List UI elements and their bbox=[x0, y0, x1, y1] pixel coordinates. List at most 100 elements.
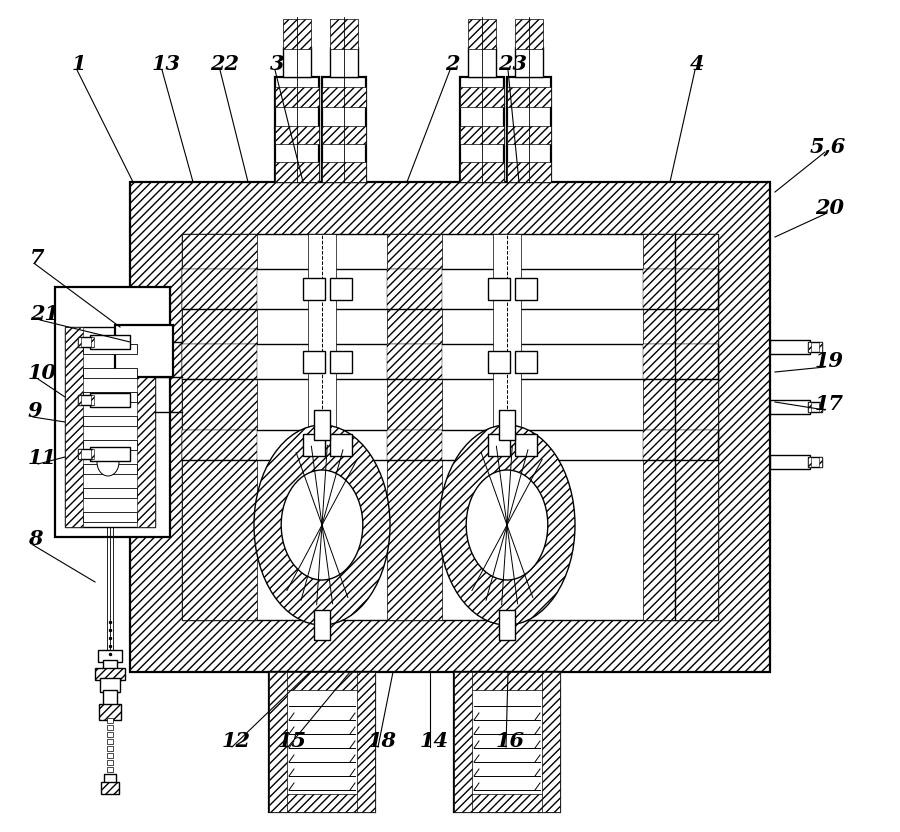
Bar bbox=[643, 430, 718, 460]
Bar bbox=[515, 47, 543, 77]
Bar bbox=[115, 325, 173, 377]
Text: 11: 11 bbox=[28, 448, 57, 468]
Bar bbox=[488, 351, 510, 373]
Bar bbox=[98, 650, 122, 662]
Text: 22: 22 bbox=[210, 54, 239, 74]
Bar bbox=[507, 77, 551, 182]
Bar bbox=[454, 672, 472, 812]
Text: 8: 8 bbox=[28, 529, 42, 549]
Ellipse shape bbox=[97, 448, 119, 476]
Bar bbox=[303, 351, 325, 373]
Bar bbox=[275, 77, 319, 182]
Bar bbox=[515, 278, 537, 300]
Text: 20: 20 bbox=[815, 198, 844, 218]
Bar bbox=[460, 77, 504, 182]
Bar bbox=[515, 351, 537, 373]
Bar bbox=[182, 269, 718, 309]
Ellipse shape bbox=[439, 425, 575, 625]
Text: 13: 13 bbox=[152, 54, 181, 74]
Bar bbox=[460, 126, 504, 144]
Bar bbox=[493, 234, 521, 620]
Bar bbox=[137, 327, 155, 527]
Bar bbox=[770, 400, 810, 414]
Bar bbox=[808, 457, 811, 467]
Bar bbox=[643, 234, 718, 620]
Text: 15: 15 bbox=[278, 731, 307, 751]
Bar bbox=[99, 704, 121, 720]
Text: 10: 10 bbox=[28, 363, 57, 383]
Bar bbox=[808, 457, 822, 467]
Bar bbox=[90, 335, 130, 349]
Bar bbox=[643, 344, 718, 379]
Bar bbox=[182, 430, 257, 460]
Bar bbox=[107, 746, 113, 751]
Text: 3: 3 bbox=[270, 54, 284, 74]
Text: 21: 21 bbox=[30, 304, 59, 324]
Bar bbox=[91, 337, 94, 347]
Bar bbox=[65, 327, 83, 527]
Bar bbox=[55, 287, 170, 537]
Bar bbox=[83, 464, 137, 474]
Bar bbox=[107, 718, 113, 723]
Bar bbox=[770, 340, 810, 354]
Bar bbox=[322, 162, 366, 182]
Bar bbox=[107, 767, 113, 772]
Bar bbox=[107, 774, 113, 779]
Bar bbox=[275, 162, 319, 182]
Bar bbox=[454, 794, 560, 812]
Bar bbox=[330, 278, 352, 300]
Bar bbox=[819, 457, 822, 467]
Bar bbox=[83, 440, 137, 450]
Bar bbox=[808, 342, 822, 352]
Bar bbox=[78, 449, 92, 459]
Text: 23: 23 bbox=[498, 54, 527, 74]
Text: 14: 14 bbox=[420, 731, 449, 751]
Bar bbox=[182, 269, 257, 309]
Bar bbox=[460, 87, 504, 107]
Bar bbox=[819, 402, 822, 412]
Bar bbox=[107, 753, 113, 758]
Bar bbox=[507, 126, 551, 144]
Bar bbox=[95, 668, 125, 680]
Bar bbox=[182, 344, 257, 379]
Bar bbox=[83, 368, 137, 378]
Bar bbox=[103, 660, 117, 670]
Bar bbox=[269, 672, 287, 812]
Bar bbox=[65, 327, 155, 527]
Bar bbox=[269, 672, 375, 812]
Bar bbox=[100, 678, 120, 692]
Bar bbox=[283, 47, 311, 77]
Bar bbox=[515, 19, 543, 49]
Bar bbox=[182, 234, 257, 620]
Bar bbox=[182, 234, 718, 620]
Bar bbox=[507, 162, 551, 182]
Bar bbox=[182, 344, 718, 379]
Bar bbox=[78, 337, 92, 347]
Bar bbox=[275, 126, 319, 144]
Bar bbox=[454, 672, 560, 812]
Bar bbox=[819, 342, 822, 352]
Bar bbox=[90, 393, 130, 407]
Bar bbox=[101, 782, 119, 794]
Bar bbox=[322, 87, 366, 107]
Bar bbox=[468, 47, 496, 77]
Bar bbox=[83, 344, 137, 354]
Text: 7: 7 bbox=[30, 248, 44, 268]
Bar bbox=[182, 430, 718, 460]
Bar bbox=[303, 434, 325, 456]
Bar bbox=[83, 488, 137, 498]
Bar bbox=[499, 610, 515, 640]
Bar bbox=[387, 344, 442, 379]
Bar bbox=[357, 672, 375, 812]
Bar bbox=[322, 126, 366, 144]
Text: 18: 18 bbox=[368, 731, 397, 751]
Bar bbox=[507, 87, 551, 107]
Bar bbox=[643, 269, 718, 309]
Bar bbox=[387, 234, 442, 620]
Bar bbox=[770, 455, 810, 469]
Bar bbox=[78, 395, 92, 405]
Bar bbox=[468, 19, 496, 49]
Bar bbox=[314, 410, 330, 440]
Bar bbox=[269, 672, 375, 690]
Text: 5,6: 5,6 bbox=[810, 136, 846, 156]
